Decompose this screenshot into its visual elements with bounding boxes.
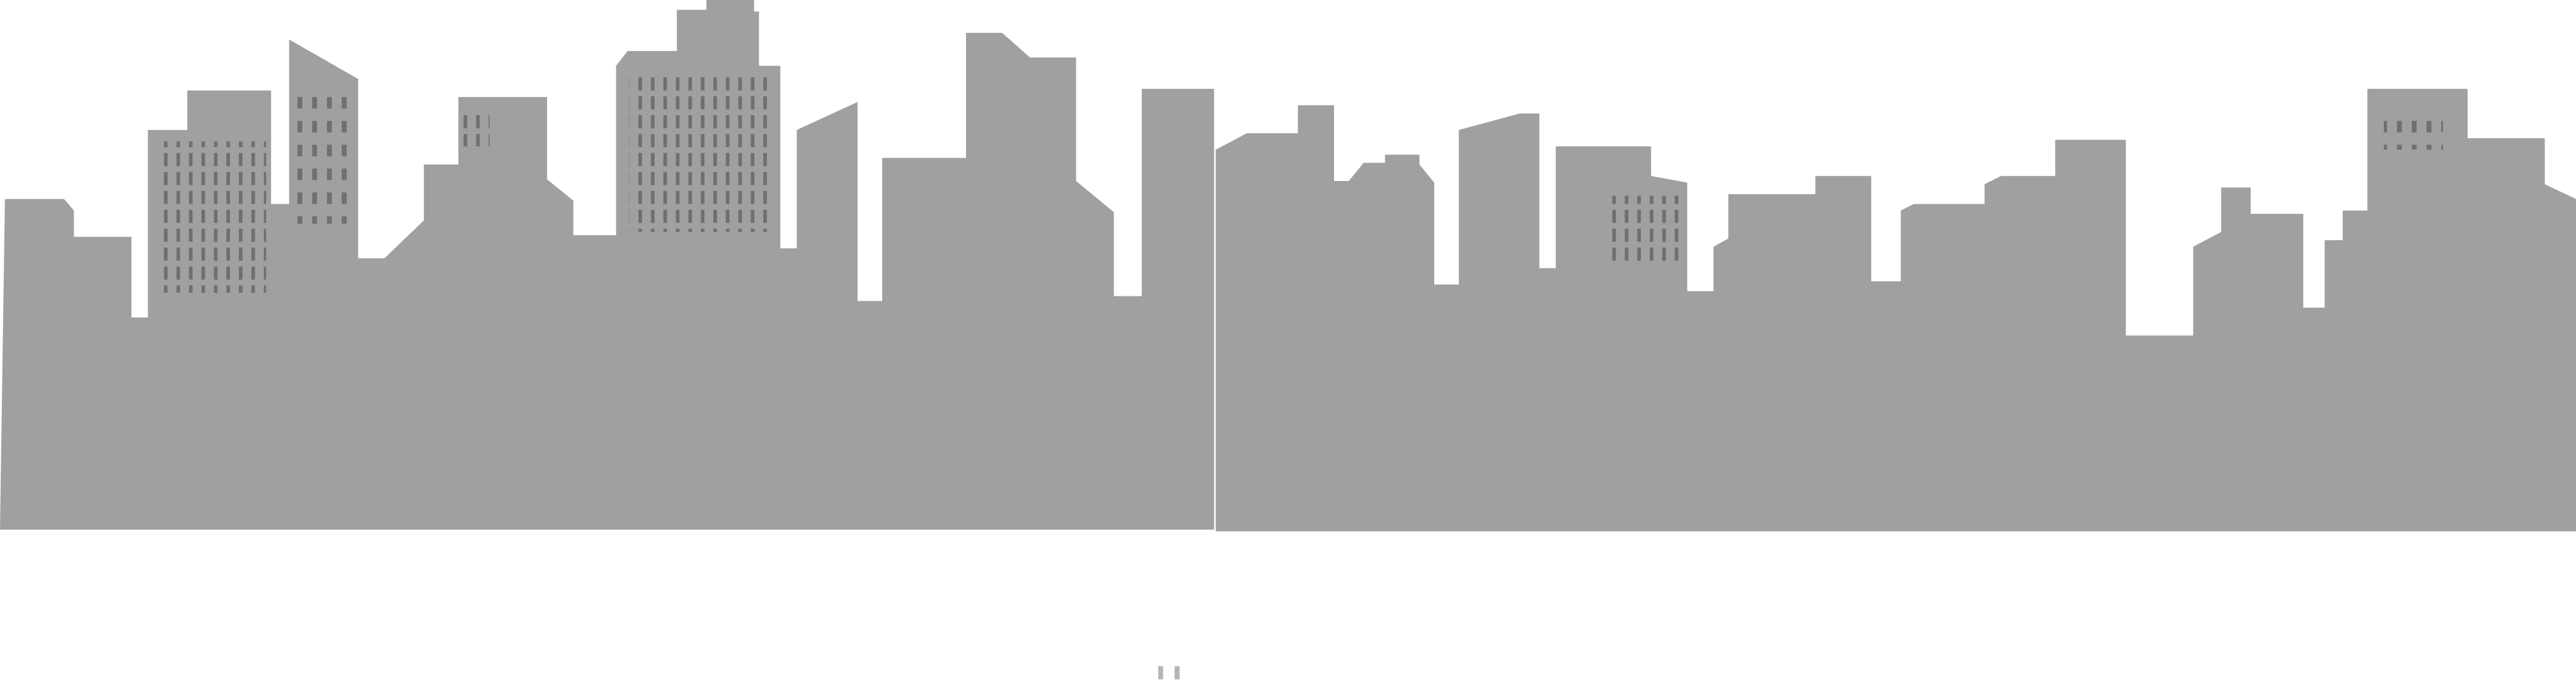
window-grid [2383,110,2443,150]
skyline-right [1216,88,2576,532]
window-grid [1605,195,1684,262]
window-grid [461,110,490,147]
small-mark [1158,666,1163,680]
windows [158,74,2443,293]
window-grid [297,87,350,224]
small-mark [1175,666,1180,680]
window-grid [629,74,774,232]
window-grid [158,141,267,293]
